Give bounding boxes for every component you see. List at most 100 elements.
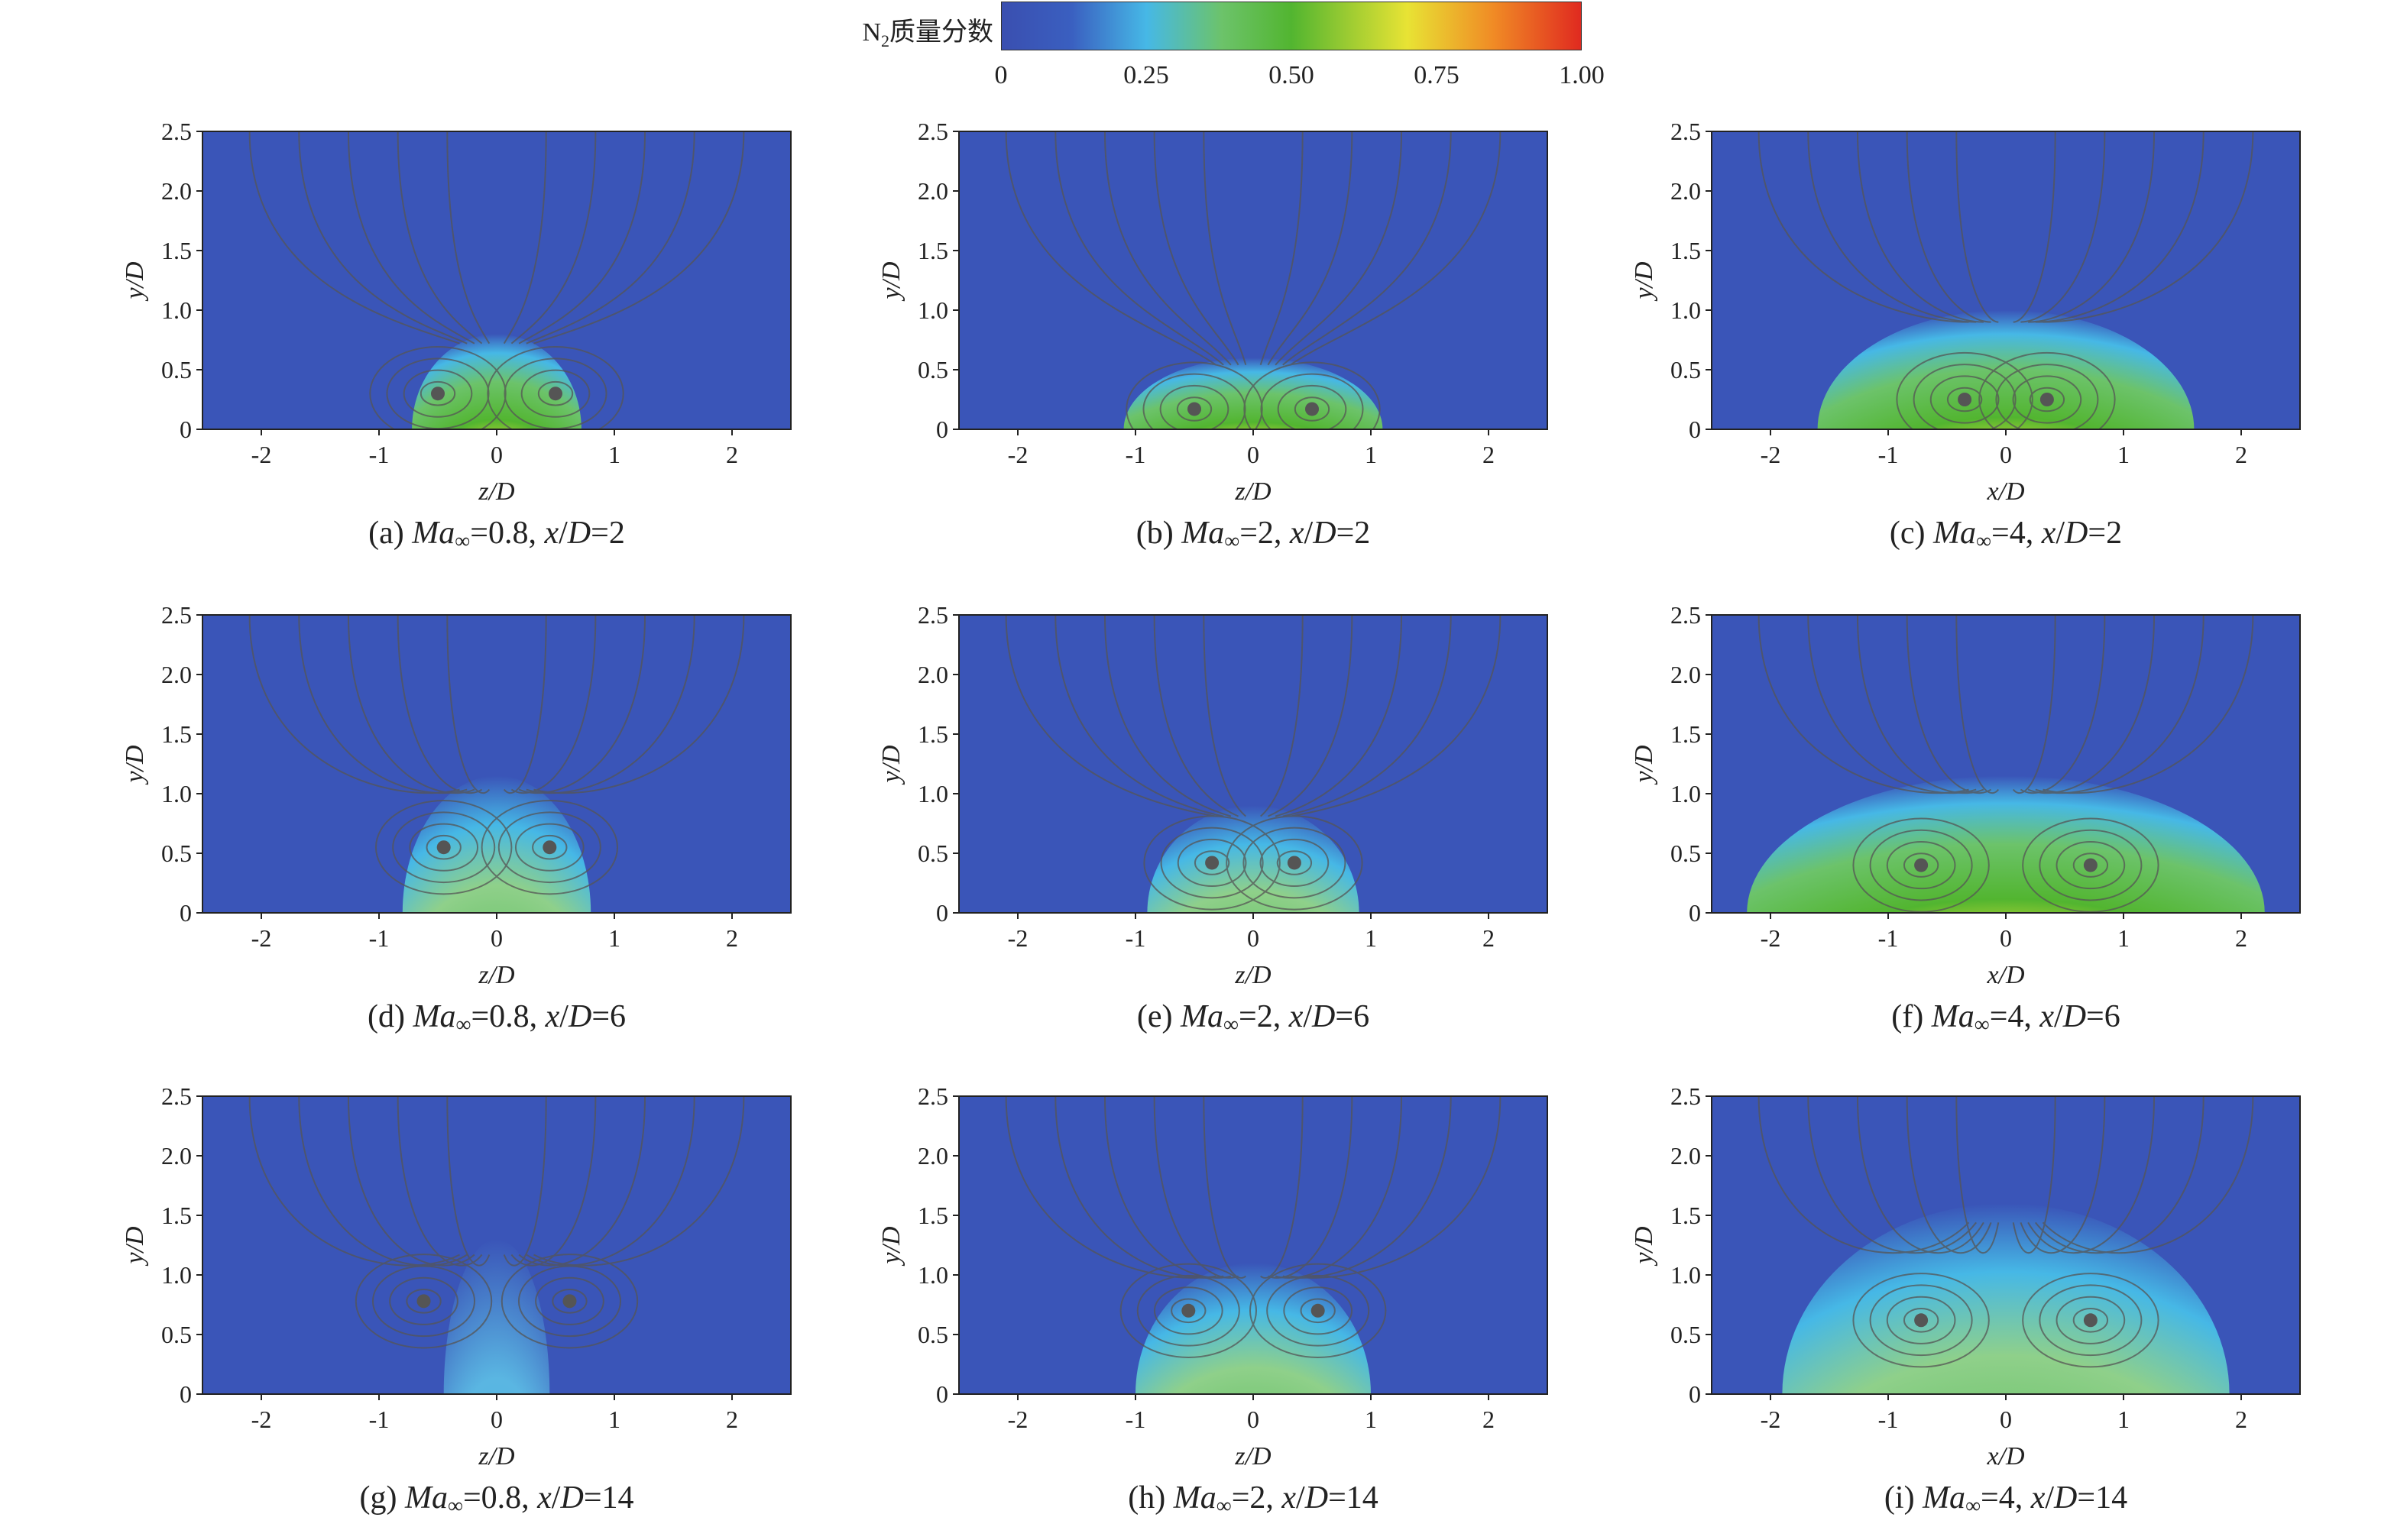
vortex-streamline <box>1852 817 1990 913</box>
y-tick-label: 2.5 <box>918 601 948 629</box>
vortex-streamline <box>1177 838 1247 888</box>
y-axis-label: y/D <box>1630 1226 1658 1267</box>
x-tick-label: 0 <box>491 924 503 952</box>
streamline <box>2027 1096 2156 1254</box>
vortex-streamline <box>1226 815 1363 911</box>
streamline <box>446 1096 491 1267</box>
x-tick-label: 2 <box>726 1406 738 1433</box>
vortex-streamline <box>389 1276 458 1325</box>
y-tick-label: 1.0 <box>1670 780 1701 807</box>
y-tick-label: 2.0 <box>161 1142 192 1170</box>
vortex-streamline <box>1276 850 1313 875</box>
streamline <box>1282 131 1452 366</box>
streamline <box>2012 615 2056 794</box>
vortex-streamline <box>514 823 585 872</box>
x-tick-label: 2 <box>2235 1406 2247 1433</box>
vortex-streamline <box>426 834 462 860</box>
vortex-core <box>543 840 557 855</box>
streamline <box>526 1096 695 1267</box>
x-axis-label: z/D <box>1234 477 1272 506</box>
x-axis-label: z/D <box>1234 961 1272 989</box>
streamline <box>446 615 491 794</box>
vortex-streamline <box>374 800 513 895</box>
plume-region <box>1817 310 2195 429</box>
x-tick-label: 0 <box>491 441 503 468</box>
vortex-streamline <box>537 380 574 406</box>
colorbar-tick: 1.00 <box>1559 61 1605 89</box>
x-tick-label: 1 <box>608 441 620 468</box>
streamline <box>2020 1096 2106 1254</box>
x-tick-label: -1 <box>1126 441 1146 468</box>
y-axis-label: y/D <box>877 1226 905 1267</box>
streamline <box>1275 615 1403 817</box>
streamlines <box>1757 1096 2254 1368</box>
x-tick-label: -1 <box>1878 441 1899 468</box>
streamline <box>1290 1096 1502 1279</box>
x-tick-label: 2 <box>726 441 738 468</box>
x-tick-label: 2 <box>1482 1406 1495 1433</box>
streamline <box>1268 615 1353 817</box>
x-tick-label: -1 <box>1878 924 1899 952</box>
vortex-core <box>2083 858 2098 872</box>
vortex-core <box>1205 856 1220 870</box>
vortex-streamline <box>2072 1307 2109 1333</box>
streamline <box>2012 1096 2056 1254</box>
y-tick-label: 1.5 <box>161 237 192 264</box>
streamlines <box>1757 131 2254 429</box>
streamline <box>1153 1096 1239 1279</box>
panel-c: 0 0.5 1.0 1.5 2.0 2.5 -2 -1 0 1 2 x/D y/D <box>1630 118 2301 506</box>
streamline <box>503 615 547 794</box>
vortex-streamline <box>1260 373 1364 429</box>
vortex-streamline <box>517 1265 622 1338</box>
vortex-streamline <box>1259 838 1330 888</box>
y-axis-label: y/D <box>121 1226 149 1267</box>
y-tick-label: 1.0 <box>918 296 948 324</box>
vortex-core <box>549 387 562 401</box>
vortex-streamline <box>1929 375 2000 424</box>
y-axis-label: y/D <box>877 745 905 785</box>
y-tick-label: 1.0 <box>161 780 192 807</box>
vortex-streamline <box>2029 387 2065 412</box>
y-tick-label: 0.5 <box>1670 840 1701 867</box>
x-tick-label: -2 <box>1761 924 1781 952</box>
x-axis-label: x/D <box>1986 961 2025 989</box>
streamline <box>1005 615 1216 817</box>
vortex-streamline <box>1194 850 1230 875</box>
vortex-streamline <box>1176 396 1213 422</box>
panel-h: 0 0.5 1.0 1.5 2.0 2.5 -2 -1 0 1 2 z/D y/D <box>877 1082 1548 1470</box>
vortex-core <box>1187 402 1201 416</box>
y-tick-label: 2.0 <box>1670 661 1701 688</box>
y-tick-label: 0 <box>1689 1380 1701 1408</box>
y-tick-label: 0.5 <box>161 840 192 867</box>
panel-g: 0 0.5 1.0 1.5 2.0 2.5 -2 -1 0 1 2 z/D y/D <box>121 1082 792 1470</box>
streamline <box>1203 131 1247 366</box>
x-tick-label: -1 <box>369 1406 390 1433</box>
vortex-streamline <box>501 1254 639 1349</box>
x-tick-label: -1 <box>369 441 390 468</box>
x-tick-label: 0 <box>1247 441 1259 468</box>
colorbar-tick: 0.25 <box>1123 61 1169 89</box>
y-tick-label: 0.5 <box>918 1321 948 1348</box>
panel-caption-d: (d) Ma∞=0.8, x/D=6 <box>368 999 626 1037</box>
streamline <box>2013 131 2056 323</box>
streamline <box>1757 1096 1970 1254</box>
vortex-streamline <box>1266 1274 1370 1347</box>
vortex-core <box>1305 402 1319 416</box>
y-tick-label: 1.0 <box>918 1261 948 1289</box>
x-tick-label: 0 <box>491 1406 503 1433</box>
y-axis-label: y/D <box>121 261 149 302</box>
y-tick-label: 1.5 <box>918 720 948 748</box>
x-axis-label: z/D <box>478 961 515 989</box>
x-tick-label: -2 <box>251 1406 272 1433</box>
streamline <box>1290 615 1502 817</box>
streamline <box>533 615 745 794</box>
plume-region <box>1747 775 2265 913</box>
streamline <box>1807 615 1977 794</box>
streamlines <box>1005 615 1502 911</box>
streamline <box>1856 131 1984 323</box>
vortex-streamline <box>1119 1263 1258 1358</box>
plume-region <box>1782 1203 2230 1394</box>
plume-region <box>412 334 582 429</box>
streamline <box>1054 131 1224 366</box>
streamline <box>2035 1096 2205 1254</box>
